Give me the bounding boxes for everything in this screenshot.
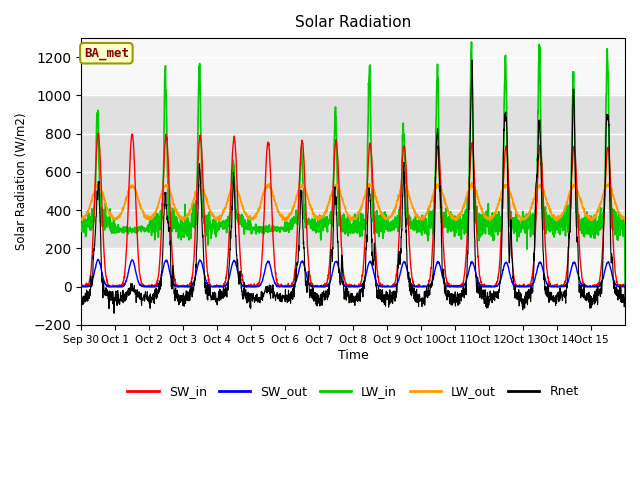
Rnet xyxy=(249,290,257,296)
LW_out xyxy=(517,217,525,223)
LW_in xyxy=(548,228,556,234)
SW_out xyxy=(517,284,525,289)
SW_out xyxy=(94,256,102,262)
SW_in xyxy=(621,284,629,289)
LW_in xyxy=(132,227,140,232)
SW_out xyxy=(132,270,140,276)
Bar xyxy=(81,96,625,249)
Rnet xyxy=(614,294,621,300)
Legend: SW_in, SW_out, LW_in, LW_out, Rnet: SW_in, SW_out, LW_in, LW_out, Rnet xyxy=(122,380,584,403)
SW_in xyxy=(386,284,394,289)
Rnet xyxy=(548,295,556,300)
SW_out xyxy=(77,284,85,289)
SW_in xyxy=(132,195,140,201)
SW_in xyxy=(548,284,556,289)
SW_out xyxy=(614,284,621,289)
Rnet xyxy=(386,287,394,293)
SW_in xyxy=(94,130,102,136)
SW_in xyxy=(614,281,621,287)
Line: Rnet: Rnet xyxy=(81,60,625,313)
LW_out xyxy=(548,212,556,218)
Rnet xyxy=(517,296,525,302)
X-axis label: Time: Time xyxy=(338,349,369,362)
LW_in xyxy=(517,228,525,233)
LW_out xyxy=(468,180,476,185)
SW_out xyxy=(621,284,629,289)
LW_out xyxy=(386,215,394,221)
Rnet xyxy=(468,57,476,63)
Text: BA_met: BA_met xyxy=(84,47,129,60)
SW_in xyxy=(517,283,525,289)
LW_out xyxy=(77,216,85,222)
LW_out xyxy=(249,216,257,222)
LW_out xyxy=(621,219,629,225)
Line: SW_out: SW_out xyxy=(81,259,625,287)
SW_out xyxy=(250,284,257,289)
LW_in xyxy=(386,227,394,233)
LW_in xyxy=(621,284,629,289)
Rnet xyxy=(110,311,118,316)
LW_out xyxy=(614,207,621,213)
SW_out xyxy=(77,284,85,289)
Line: SW_in: SW_in xyxy=(81,133,625,287)
Line: LW_out: LW_out xyxy=(81,182,625,222)
Y-axis label: Solar Radiation (W/m2): Solar Radiation (W/m2) xyxy=(15,113,28,250)
SW_out xyxy=(386,284,394,289)
SW_in xyxy=(77,284,85,289)
Rnet xyxy=(77,299,85,304)
Rnet xyxy=(621,284,629,289)
LW_in xyxy=(468,39,476,45)
Line: LW_in: LW_in xyxy=(81,42,625,287)
LW_in xyxy=(614,224,621,230)
LW_in xyxy=(77,227,85,233)
SW_in xyxy=(249,282,257,288)
Title: Solar Radiation: Solar Radiation xyxy=(295,15,412,30)
LW_in xyxy=(249,227,257,233)
Rnet xyxy=(132,289,140,295)
SW_out xyxy=(548,284,556,289)
LW_out xyxy=(132,187,140,192)
